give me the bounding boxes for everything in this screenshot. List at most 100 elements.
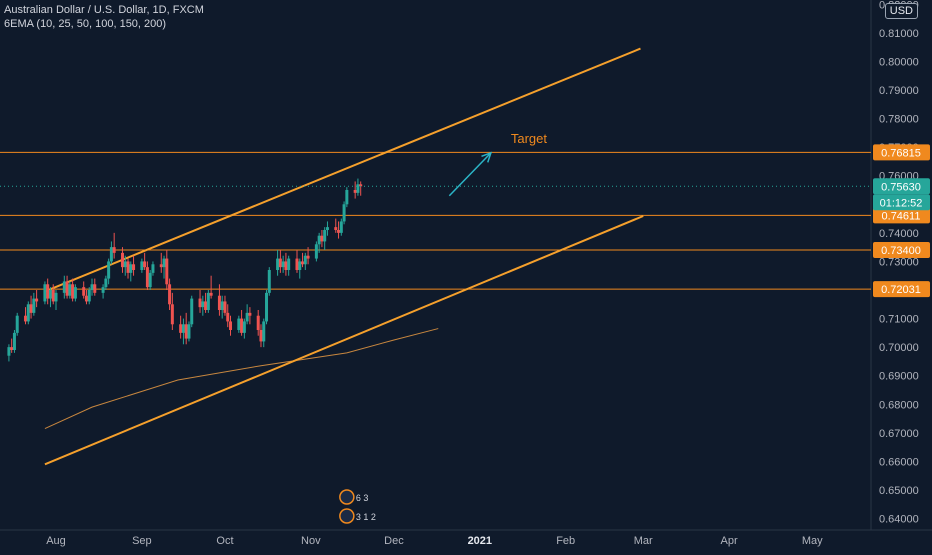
x-tick-label: Dec (384, 535, 404, 547)
candle-body (320, 235, 324, 242)
candle-body (201, 301, 205, 308)
candle-body (73, 287, 77, 299)
x-tick-label: Nov (301, 535, 321, 547)
candle-body (162, 258, 166, 268)
candle-body (10, 347, 14, 350)
candle-body (65, 281, 69, 296)
candle-body (278, 258, 282, 268)
candle-body (112, 247, 116, 253)
candle-body (24, 315, 28, 322)
indicator-legend[interactable]: 6EMA (10, 25, 50, 100, 150, 200) (4, 18, 167, 30)
y-tick-label: 0.80000 (879, 56, 919, 68)
candle-body (107, 261, 111, 279)
level-price-tag[interactable]: 0.73400 (881, 245, 921, 257)
candle-body (206, 292, 210, 310)
candle-body (54, 292, 58, 302)
x-tick-label: Sep (132, 535, 152, 547)
candle-body (245, 312, 249, 322)
candle-body (325, 227, 329, 230)
candle-body (267, 270, 271, 293)
y-tick-label: 0.67000 (879, 428, 919, 440)
level-price-tag[interactable]: 0.74611 (882, 210, 921, 222)
candle-body (126, 261, 130, 273)
candle-body (159, 264, 163, 268)
last-price-tag[interactable]: 0.75630 (881, 181, 921, 193)
candle-body (226, 312, 230, 322)
candle-body (104, 278, 108, 288)
candle-body (143, 261, 147, 268)
currency-button[interactable]: USD (884, 3, 918, 19)
y-tick-label: 0.70000 (879, 342, 919, 354)
candle-body (82, 287, 86, 296)
channel-trendline[interactable] (44, 215, 644, 466)
symbol-title[interactable]: Australian Dollar / U.S. Dollar, 1D, FXC… (4, 4, 204, 16)
candle-body (190, 298, 194, 325)
candle-body (187, 324, 191, 339)
candle-body (15, 315, 19, 333)
candle-body (165, 258, 169, 285)
level-price-tag[interactable]: 0.72031 (881, 284, 921, 296)
candle-body (51, 290, 55, 302)
candle-body (256, 315, 260, 330)
x-tick-label: May (802, 535, 823, 547)
level-price-tag-bg (873, 144, 930, 161)
y-tick-label: 0.78000 (879, 114, 919, 126)
candle-body (120, 252, 124, 268)
candle-body (101, 287, 105, 293)
candle-body (32, 298, 36, 313)
event-flag-icon[interactable] (339, 508, 355, 524)
level-price-tag-bg (873, 242, 930, 258)
candle-body (345, 190, 349, 205)
x-tick-label: Oct (216, 535, 233, 547)
candle-body (323, 230, 327, 242)
event-flag-icon[interactable] (339, 489, 355, 505)
candle-body (295, 258, 299, 270)
candle-body (184, 324, 188, 339)
candle-body (179, 324, 183, 333)
candle-body (87, 290, 91, 302)
candle-body (26, 304, 30, 322)
candle-body (276, 258, 280, 270)
candle-body (240, 318, 244, 333)
candle-body (168, 284, 172, 305)
target-arrow[interactable] (448, 152, 492, 197)
candle-body (198, 298, 202, 308)
channel-trendline[interactable] (44, 47, 641, 293)
x-tick-label: Feb (556, 535, 575, 547)
candle-body (68, 284, 72, 296)
x-tick-label: Apr (721, 535, 738, 547)
candle-body (259, 330, 263, 342)
candle-body (217, 295, 221, 310)
y-tick-label: 0.81000 (879, 28, 919, 40)
candle-body (129, 264, 133, 273)
y-tick-label: 0.79000 (879, 85, 919, 97)
candle-body (242, 321, 246, 333)
candle-body (342, 204, 346, 222)
x-tick-label: Mar (634, 535, 653, 547)
candle-body (265, 292, 269, 322)
candle-body (301, 261, 305, 265)
target-label[interactable]: Target (511, 131, 548, 146)
candle-body (123, 261, 127, 268)
candle-body (303, 255, 307, 265)
candle-body (46, 284, 50, 299)
level-price-tag-bg (873, 207, 930, 224)
candle-body (132, 264, 136, 270)
candle-body (334, 227, 338, 230)
x-tick-label: 2021 (468, 535, 492, 547)
event-count: 6 3 (356, 493, 369, 503)
y-tick-label: 0.69000 (879, 371, 919, 383)
candle-body (62, 281, 66, 293)
candle-body (306, 255, 310, 259)
candle-body (84, 295, 88, 302)
level-price-tag[interactable]: 0.76815 (881, 147, 921, 159)
candle-body (356, 184, 360, 193)
candle-body (229, 321, 233, 330)
candle-body (181, 324, 185, 333)
candle-body (204, 301, 208, 310)
candle-body (339, 221, 343, 233)
y-tick-label: 0.73000 (879, 256, 919, 268)
y-tick-label: 0.74000 (879, 228, 919, 240)
